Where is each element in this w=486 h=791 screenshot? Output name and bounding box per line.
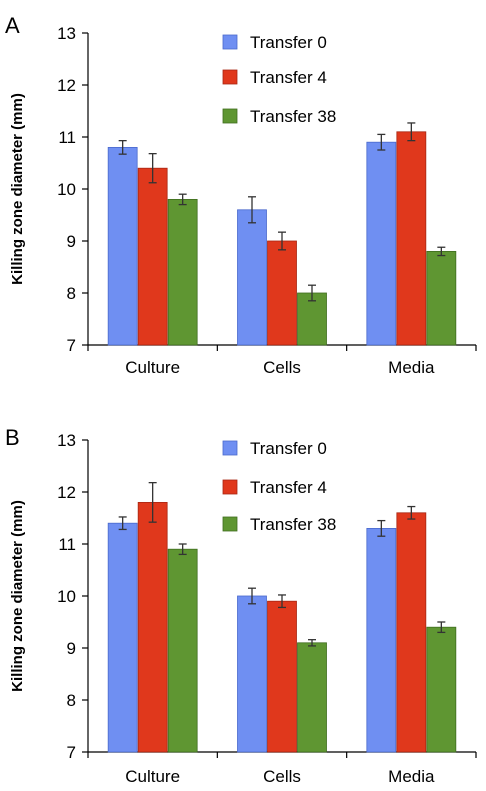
y-tick-label: 9	[67, 232, 76, 251]
y-axis-label: Killing zone diameter (mm)	[9, 93, 26, 285]
bar	[367, 528, 396, 752]
y-tick-label: 13	[57, 24, 76, 43]
y-tick-label: 10	[57, 180, 76, 199]
legend-entry: Transfer 4	[250, 68, 327, 87]
legend-swatch	[223, 109, 237, 123]
legend-swatch	[223, 480, 237, 494]
legend-swatch	[223, 35, 237, 49]
bar	[268, 601, 297, 752]
bar	[397, 513, 426, 752]
y-tick-label: 7	[67, 336, 76, 355]
panel-label: A	[5, 13, 20, 38]
y-tick-label: 8	[67, 691, 76, 710]
y-axis-label: Killing zone diameter (mm)	[9, 500, 26, 692]
y-tick-label: 12	[57, 483, 76, 502]
category-label: Media	[388, 767, 435, 786]
legend-entry: Transfer 0	[250, 33, 327, 52]
bar	[427, 251, 456, 345]
legend-entry: Transfer 4	[250, 478, 327, 497]
bar	[238, 596, 267, 752]
bar	[108, 523, 137, 752]
y-tick-label: 11	[58, 128, 76, 147]
bar	[138, 502, 167, 752]
category-label: Media	[388, 358, 435, 377]
bar	[367, 142, 396, 345]
category-label: Cells	[263, 767, 301, 786]
y-tick-label: 12	[57, 76, 76, 95]
bar	[238, 210, 267, 345]
y-tick-label: 13	[57, 431, 76, 450]
category-label: Cells	[263, 358, 301, 377]
legend-entry: Transfer 38	[250, 107, 336, 126]
legend-entry: Transfer 0	[250, 439, 327, 458]
category-label: Culture	[125, 767, 180, 786]
y-tick-label: 7	[67, 743, 76, 762]
bar	[397, 132, 426, 345]
bar	[427, 627, 456, 752]
y-tick-label: 8	[67, 284, 76, 303]
y-tick-label: 10	[57, 587, 76, 606]
legend-swatch	[223, 441, 237, 455]
y-tick-label: 11	[58, 535, 76, 554]
bar	[268, 241, 297, 345]
bar	[138, 168, 167, 345]
bar	[108, 147, 137, 345]
panel-label: B	[5, 425, 20, 450]
bar	[298, 643, 327, 752]
bar	[168, 199, 197, 345]
y-tick-label: 9	[67, 639, 76, 658]
bar	[168, 549, 197, 752]
category-label: Culture	[125, 358, 180, 377]
legend-entry: Transfer 38	[250, 515, 336, 534]
legend-swatch	[223, 70, 237, 84]
legend-swatch	[223, 517, 237, 531]
